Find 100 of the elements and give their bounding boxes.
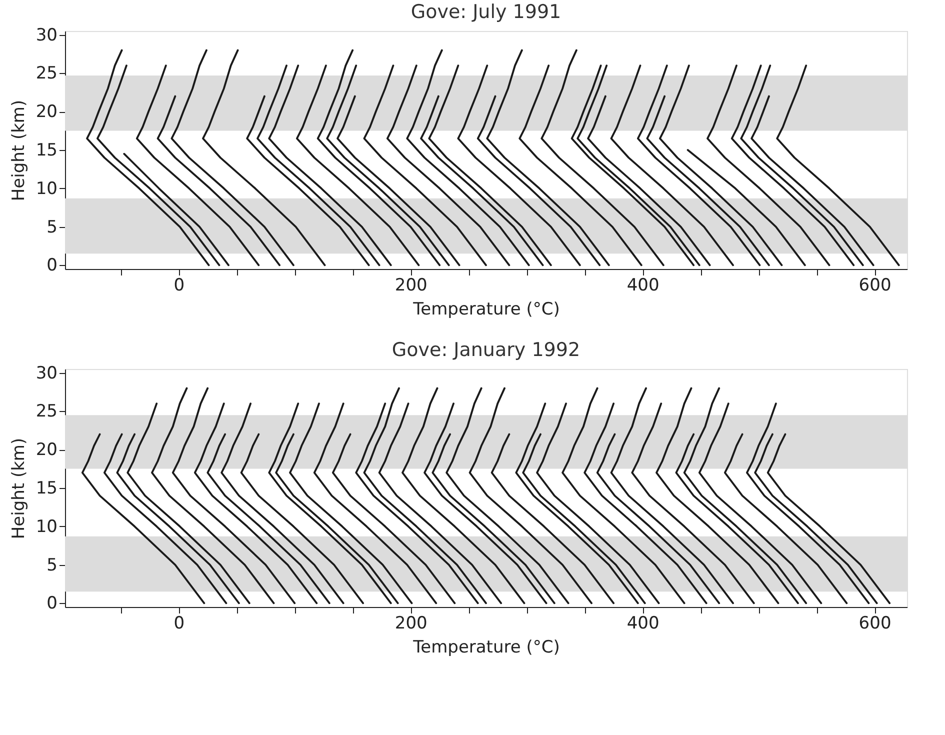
line-series <box>332 433 456 604</box>
line-series <box>636 64 761 266</box>
line-series <box>646 95 770 266</box>
y-tick-label: 10 <box>36 178 58 199</box>
line-series <box>151 387 275 604</box>
x-axis-title: Temperature (°C) <box>412 638 560 658</box>
x-tick-label: 400 <box>626 614 660 634</box>
line-series <box>515 402 639 604</box>
y-tick-label: 15 <box>36 140 58 160</box>
y-tick-label: 0 <box>46 594 58 614</box>
line-series <box>610 387 734 604</box>
line-series <box>587 95 711 266</box>
line-series <box>194 402 318 604</box>
line-series <box>610 64 734 266</box>
line-series <box>518 64 642 266</box>
y-tick-label: 15 <box>36 478 58 498</box>
y-tick-label: 20 <box>36 102 58 122</box>
line-series <box>256 64 380 266</box>
y-tick-label: 30 <box>36 363 58 384</box>
line-series <box>378 402 502 604</box>
line-series <box>336 95 460 266</box>
line-series <box>96 64 220 266</box>
line-series <box>386 64 510 266</box>
line-series <box>296 64 420 266</box>
line-series <box>81 433 206 604</box>
y-tick-label: 10 <box>36 516 58 537</box>
y-tick-label: 5 <box>46 555 58 576</box>
line-series <box>724 433 848 604</box>
line-series <box>490 433 615 604</box>
line-series <box>675 433 799 604</box>
x-axis-title: Temperature (°C) <box>412 300 560 320</box>
line-series <box>540 49 664 266</box>
line-series <box>476 95 601 266</box>
line-series <box>406 49 530 266</box>
line-series <box>202 49 326 266</box>
line-series <box>355 402 479 604</box>
line-series <box>746 402 870 604</box>
line-series <box>268 64 392 266</box>
line-series <box>246 95 370 266</box>
line-series <box>631 402 755 604</box>
line-series <box>584 402 708 604</box>
line-series <box>86 49 210 266</box>
line-series <box>206 433 330 604</box>
line-series <box>363 64 487 266</box>
line-series <box>596 433 720 604</box>
y-tick-label: 5 <box>46 217 58 238</box>
line-series <box>126 402 250 604</box>
line-series <box>156 95 281 266</box>
x-tick-label: 200 <box>394 276 428 296</box>
line-series <box>316 49 441 266</box>
line-series <box>446 387 570 604</box>
line-series <box>766 433 891 604</box>
line-series <box>428 64 552 266</box>
line-series <box>402 387 526 604</box>
chart-title: Gove: January 1992 <box>392 338 580 361</box>
x-tick-label: 600 <box>858 614 892 634</box>
line-series <box>268 402 392 604</box>
line-series <box>656 387 780 604</box>
x-tick-label: 400 <box>626 276 660 296</box>
chart-title: Gove: July 1991 <box>410 0 562 23</box>
line-series <box>240 433 364 604</box>
x-tick-label: 600 <box>858 276 892 296</box>
line-series <box>562 387 686 604</box>
line-series <box>275 433 399 604</box>
y-axis-title: Height (km) <box>8 438 29 540</box>
line-series <box>776 64 900 266</box>
y-tick-label: 30 <box>36 25 58 46</box>
line-series <box>659 64 783 266</box>
y-axis-title: Height (km) <box>8 100 29 202</box>
line-series <box>103 433 228 604</box>
line-series <box>468 387 592 604</box>
x-tick-label: 200 <box>394 614 428 634</box>
line-series <box>313 402 438 604</box>
line-series <box>432 433 556 604</box>
line-series <box>706 64 830 266</box>
y-tick-label: 20 <box>36 440 58 460</box>
line-series <box>522 433 646 604</box>
line-series <box>116 433 240 604</box>
line-series <box>136 64 260 266</box>
line-series <box>420 95 544 266</box>
line-series <box>326 64 450 266</box>
line-series <box>123 152 230 266</box>
line-series <box>170 49 294 266</box>
y-tick-label: 25 <box>36 64 58 84</box>
line-series <box>457 64 581 266</box>
line-series <box>486 49 610 266</box>
line-series <box>220 402 344 604</box>
x-tick-label: 0 <box>174 614 185 634</box>
line-series <box>424 402 548 604</box>
line-series <box>172 387 296 604</box>
y-tick-label: 25 <box>36 402 58 422</box>
line-series <box>363 387 487 604</box>
y-tick-label: 0 <box>46 256 58 276</box>
line-series <box>289 402 413 604</box>
line-series <box>750 95 874 266</box>
line-series <box>536 402 660 604</box>
line-series <box>754 433 878 604</box>
x-tick-label: 0 <box>174 276 185 296</box>
line-series <box>698 402 822 604</box>
line-series <box>683 387 808 604</box>
